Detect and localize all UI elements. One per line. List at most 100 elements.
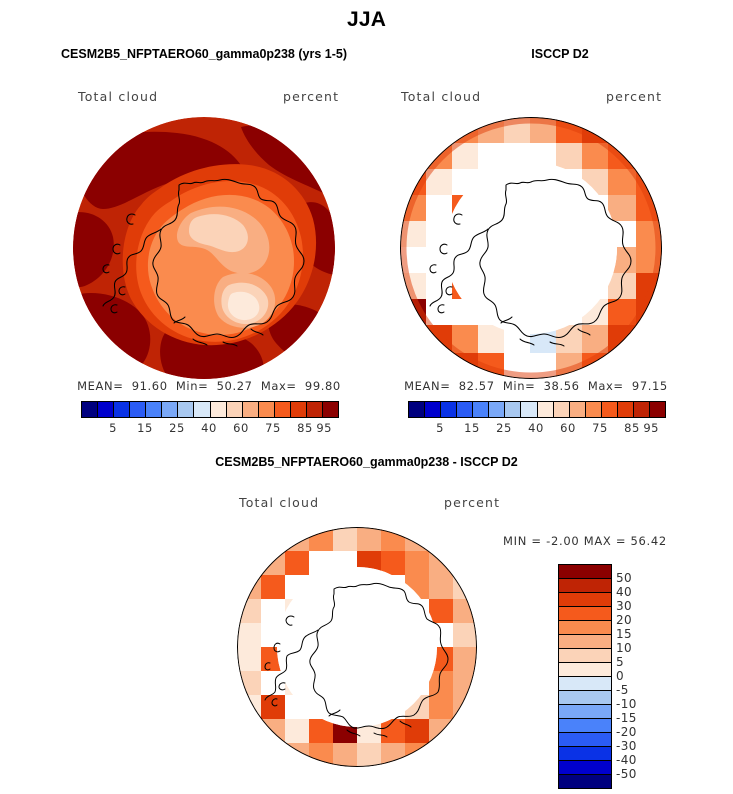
colorbar-difference-tick: 40	[616, 585, 633, 599]
colorbar-difference	[558, 564, 612, 789]
colorbar-model-cell	[146, 402, 163, 417]
difference-fill-group	[237, 527, 477, 767]
colorbar-obs-tick: 60	[560, 421, 576, 435]
colorbar-obs-cell	[617, 402, 634, 417]
colorbar-obs-cell	[537, 402, 554, 417]
field-label-model: Total cloud	[78, 89, 159, 104]
stats-obs: MEAN= 82.57 Min= 38.56 Max= 97.15	[390, 379, 682, 393]
colorbar-model-cell	[242, 402, 259, 417]
colorbar-difference-cell	[559, 733, 611, 747]
stats-model-mean-label: MEAN=	[77, 379, 124, 393]
colorbar-obs-cell	[633, 402, 650, 417]
colorbar-model-tick: 60	[233, 421, 249, 435]
colorbar-obs-cell	[441, 402, 458, 417]
colorbar-difference-cell	[559, 635, 611, 649]
polar-map-model	[73, 117, 335, 379]
colorbar-difference-tick: -15	[616, 711, 637, 725]
colorbar-difference-tick: -30	[616, 739, 637, 753]
difference-coastline	[264, 582, 449, 738]
colorbar-model-tick: 40	[201, 421, 217, 435]
colorbar-obs-cell	[553, 402, 570, 417]
colorbar-model-tick: 85	[297, 421, 313, 435]
colorbar-difference-cell	[559, 691, 611, 705]
colorbar-model-tick: 95	[316, 421, 333, 435]
colorbar-obs-cell	[569, 402, 586, 417]
colorbar-difference-cell	[559, 579, 611, 593]
stats-model-max-value: 99.80	[304, 379, 341, 393]
colorbar-model-cell	[82, 402, 99, 417]
colorbar-model-tick: 15	[137, 421, 153, 435]
obs-disc-outline	[400, 117, 662, 379]
colorbar-difference-tick: -20	[616, 725, 637, 739]
difference-disc-outline	[237, 527, 477, 767]
polar-map-difference	[237, 527, 477, 767]
colorbar-difference-tick: 0	[616, 669, 625, 683]
field-label-difference: Total cloud	[239, 495, 320, 510]
colorbar-difference-cell	[559, 705, 611, 719]
colorbar-difference-cell	[559, 607, 611, 621]
colorbar-model-cell	[258, 402, 275, 417]
colorbar-obs-ticks: 5 15 25 40 60 75 85 95	[408, 421, 666, 437]
colorbar-model-cell	[226, 402, 243, 417]
season-title: JJA	[346, 8, 387, 31]
colorbar-model-cell	[290, 402, 307, 417]
colorbar-model	[81, 401, 339, 418]
colorbar-model-cell	[162, 402, 179, 417]
colorbar-model-cell	[322, 402, 338, 417]
unit-label-model: percent	[283, 89, 340, 104]
stats-model-mean-value: 91.60	[131, 379, 168, 393]
colorbar-difference-tick: 15	[616, 627, 633, 641]
colorbar-difference-cell	[559, 747, 611, 761]
colorbar-model-cell	[98, 402, 115, 417]
colorbar-obs-cell	[649, 402, 665, 417]
panel-title-model: CESM2B5_NFPTAERO60_gamma0p238 (yrs 1-5)	[61, 47, 347, 61]
colorbar-obs-tick: 15	[464, 421, 480, 435]
field-label-obs: Total cloud	[401, 89, 482, 104]
colorbar-difference-tick: 30	[616, 599, 633, 613]
stats-obs-mean-value: 82.57	[458, 379, 495, 393]
stats-model-min-label: Min=	[175, 379, 209, 393]
difference-minmax: MIN = -2.00 MAX = 56.42	[503, 534, 667, 548]
stats-obs-max-value: 97.15	[631, 379, 668, 393]
colorbar-obs-tick: 25	[496, 421, 512, 435]
colorbar-obs-cell	[489, 402, 506, 417]
colorbar-obs-cell	[505, 402, 522, 417]
colorbar-model-cell	[274, 402, 291, 417]
model-fill-group	[73, 117, 335, 379]
stats-model-max-label: Max=	[260, 379, 297, 393]
stats-obs-mean-label: MEAN=	[404, 379, 451, 393]
colorbar-obs-tick: 75	[592, 421, 608, 435]
colorbar-model-tick: 25	[169, 421, 185, 435]
stats-obs-min-label: Min=	[502, 379, 536, 393]
colorbar-obs-tick: 85	[624, 421, 640, 435]
colorbar-difference-tick: -50	[616, 767, 637, 781]
colorbar-difference-cell	[559, 719, 611, 733]
colorbar-obs-cell	[425, 402, 442, 417]
colorbar-difference-cell	[559, 621, 611, 635]
unit-label-difference: percent	[444, 495, 501, 510]
colorbar-difference-cell	[559, 663, 611, 677]
polar-map-difference-svg	[237, 527, 477, 767]
colorbar-obs-cell	[521, 402, 538, 417]
colorbar-obs-cell	[409, 402, 426, 417]
colorbar-model-cell	[178, 402, 195, 417]
panel-title-difference: CESM2B5_NFPTAERO60_gamma0p238 - ISCCP D2	[215, 455, 518, 469]
colorbar-obs-cell	[601, 402, 618, 417]
colorbar-difference-tick: -5	[616, 683, 629, 697]
colorbar-obs	[408, 401, 666, 418]
colorbar-model-cell	[306, 402, 323, 417]
colorbar-model-cell	[210, 402, 227, 417]
colorbar-difference-tick: 50	[616, 571, 633, 585]
colorbar-obs-cell	[473, 402, 490, 417]
colorbar-model-cell	[114, 402, 131, 417]
stats-model-min-value: 50.27	[216, 379, 253, 393]
colorbar-difference-tick: 20	[616, 613, 633, 627]
polar-map-obs-svg	[400, 117, 662, 379]
unit-label-obs: percent	[606, 89, 663, 104]
colorbar-difference-tick: 5	[616, 655, 625, 669]
stats-model: MEAN= 91.60 Min= 50.27 Max= 99.80	[63, 379, 355, 393]
colorbar-difference-cell	[559, 649, 611, 663]
colorbar-obs-tick: 95	[643, 421, 660, 435]
colorbar-obs-cell	[457, 402, 474, 417]
colorbar-difference-tick: 10	[616, 641, 633, 655]
